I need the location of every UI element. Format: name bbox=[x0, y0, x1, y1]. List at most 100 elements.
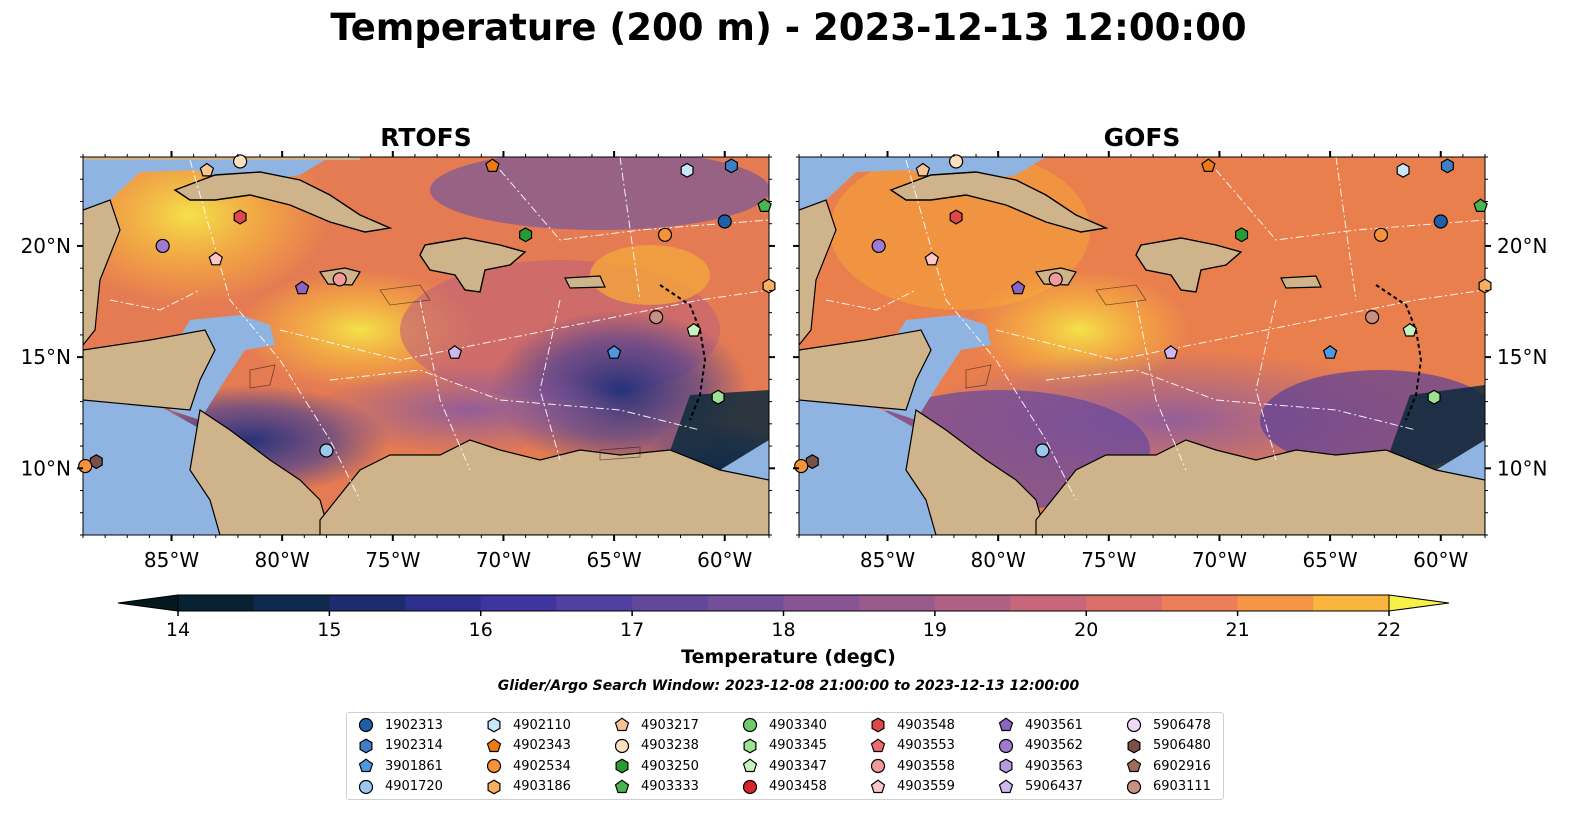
legend-label: 3901861 bbox=[385, 758, 443, 774]
legend-item-1902314: 1902314 bbox=[357, 736, 443, 756]
float-marker-4903333 bbox=[757, 198, 772, 212]
legend-label: 4902110 bbox=[513, 717, 571, 733]
lon-tick-label: 65°W bbox=[1302, 548, 1357, 572]
legend-label: 4903347 bbox=[769, 758, 827, 774]
float-marker-4902110 bbox=[1396, 162, 1410, 178]
legend-label: 4903548 bbox=[897, 717, 955, 733]
legend-label: 4903553 bbox=[897, 738, 955, 753]
colorbar-bin bbox=[1086, 595, 1163, 611]
figure-title: Temperature (200 m) - 2023-12-13 12:00:0… bbox=[330, 6, 1247, 49]
legend-label: 1902314 bbox=[385, 738, 443, 753]
colorbar-bin bbox=[1010, 595, 1087, 611]
lon-tick-label: 70°W bbox=[1192, 548, 1247, 572]
colorbar-bin bbox=[178, 595, 255, 611]
colorbar-bin bbox=[934, 595, 1012, 611]
float-marker-4903559 bbox=[924, 251, 940, 266]
float-marker-4903250 bbox=[615, 758, 629, 774]
rtofs-frame bbox=[82, 156, 770, 536]
legend-item-4902534: 4902534 bbox=[485, 756, 571, 776]
lat-tick-label: 15°N bbox=[1497, 345, 1547, 369]
colorbar-bin bbox=[632, 595, 709, 611]
float-marker-4902110 bbox=[487, 717, 501, 733]
float-marker-4902534 bbox=[78, 458, 93, 474]
pentagon-marker-icon bbox=[742, 758, 758, 773]
lesser-antilles bbox=[1375, 284, 1423, 421]
colorbar-bin bbox=[405, 595, 482, 611]
legend-item-4901720: 4901720 bbox=[357, 777, 443, 797]
lat-tick-label: 10°N bbox=[1497, 456, 1547, 480]
legend-item-5906480: 5906480 bbox=[1125, 736, 1211, 756]
mid-anomaly bbox=[310, 365, 630, 455]
land-mexico bbox=[799, 199, 837, 346]
colorbar-tick-label: 14 bbox=[166, 619, 190, 641]
legend-label: 5906437 bbox=[1025, 779, 1083, 794]
float-marker-4903186 bbox=[1478, 278, 1492, 294]
legend-item-4903333: 4903333 bbox=[613, 777, 699, 797]
isobath-contours bbox=[249, 284, 641, 461]
colorbar-bin bbox=[253, 595, 330, 611]
colorbar-bin bbox=[1237, 595, 1314, 611]
float-marker-4903559 bbox=[870, 778, 886, 793]
float-marker-5906480 bbox=[1127, 738, 1141, 753]
lat-tick-label: 20°N bbox=[1497, 234, 1547, 258]
pentagon-marker-icon bbox=[614, 717, 630, 732]
float-marker-4903347 bbox=[686, 322, 702, 337]
float-marker-4903562 bbox=[155, 238, 170, 254]
legend-label: 1902313 bbox=[385, 717, 443, 733]
colorbar-extend-max bbox=[1388, 594, 1450, 612]
float-marker-4903238 bbox=[614, 738, 630, 753]
float-marker-4903558 bbox=[1048, 272, 1063, 287]
float-marker-3901861 bbox=[1322, 345, 1338, 359]
colorbar-tick-label: 19 bbox=[923, 619, 947, 641]
legend-item-6902916: 6902916 bbox=[1125, 756, 1211, 776]
lat-tick-label: 10°N bbox=[21, 456, 71, 480]
legend-label: 4902534 bbox=[513, 758, 571, 774]
colorbar-tick-label: 17 bbox=[620, 619, 644, 641]
legend-label: 4903217 bbox=[641, 717, 699, 733]
legend-label: 5906480 bbox=[1153, 738, 1211, 753]
gofs-frame bbox=[798, 156, 1486, 536]
legend-item-4903562: 4903562 bbox=[997, 736, 1083, 756]
float-marker-4903561 bbox=[998, 717, 1014, 732]
land-central-america bbox=[799, 329, 932, 411]
pentagon-marker-icon bbox=[486, 737, 502, 752]
land-mexico bbox=[83, 199, 121, 346]
circle-marker-icon bbox=[614, 738, 630, 753]
legend-label: 4903333 bbox=[641, 779, 699, 794]
pentagon-marker-icon bbox=[998, 717, 1014, 732]
float-marker-1902314 bbox=[1440, 158, 1454, 174]
colorbar-tick-label: 20 bbox=[1074, 619, 1098, 641]
colorbar-tick-label: 18 bbox=[771, 619, 795, 641]
legend-item-1902313: 1902313 bbox=[357, 715, 443, 735]
lesser-antilles bbox=[659, 284, 707, 421]
legend-label: 5906478 bbox=[1153, 717, 1211, 733]
legend-label: 4903563 bbox=[1025, 758, 1083, 774]
legend-item-5906437: 5906437 bbox=[997, 777, 1083, 797]
float-marker-1902314 bbox=[724, 158, 738, 174]
hexagon-marker-icon bbox=[743, 738, 757, 753]
colorbar-bin bbox=[859, 595, 936, 611]
legend-label: 4903250 bbox=[641, 758, 699, 774]
colorbar: 14 15 16 17 18 19 20 21 22 bbox=[117, 594, 1450, 641]
legend-item-4903238: 4903238 bbox=[613, 736, 699, 756]
float-marker-3901861 bbox=[606, 345, 622, 359]
legend-label: 4903559 bbox=[897, 779, 955, 794]
colorbar-extend-min bbox=[117, 594, 179, 612]
float-legend: 1902313 1902314 3901861 4901720 4902110 49023… bbox=[346, 712, 1224, 800]
float-marker-5906478 bbox=[1126, 717, 1142, 733]
legend-item-4903217: 4903217 bbox=[613, 715, 699, 735]
float-marker-4903347 bbox=[742, 758, 758, 773]
colorbar-bin bbox=[480, 595, 557, 611]
colorbar-tick-label: 22 bbox=[1377, 619, 1401, 641]
pentagon-marker-icon bbox=[870, 778, 886, 793]
hexagon-marker-icon bbox=[487, 779, 501, 794]
colorbar-tick-label: 21 bbox=[1226, 619, 1250, 641]
circle-marker-icon bbox=[358, 779, 374, 794]
land-hispaniola bbox=[1135, 237, 1243, 293]
float-marker-4901720 bbox=[319, 443, 334, 458]
colorbar-tick-label: 15 bbox=[317, 619, 341, 641]
land-puerto-rico bbox=[1280, 275, 1322, 289]
land-cuba bbox=[889, 171, 1109, 233]
gofs-float-markers bbox=[794, 154, 1492, 474]
lon-tick-label: 65°W bbox=[586, 548, 641, 572]
